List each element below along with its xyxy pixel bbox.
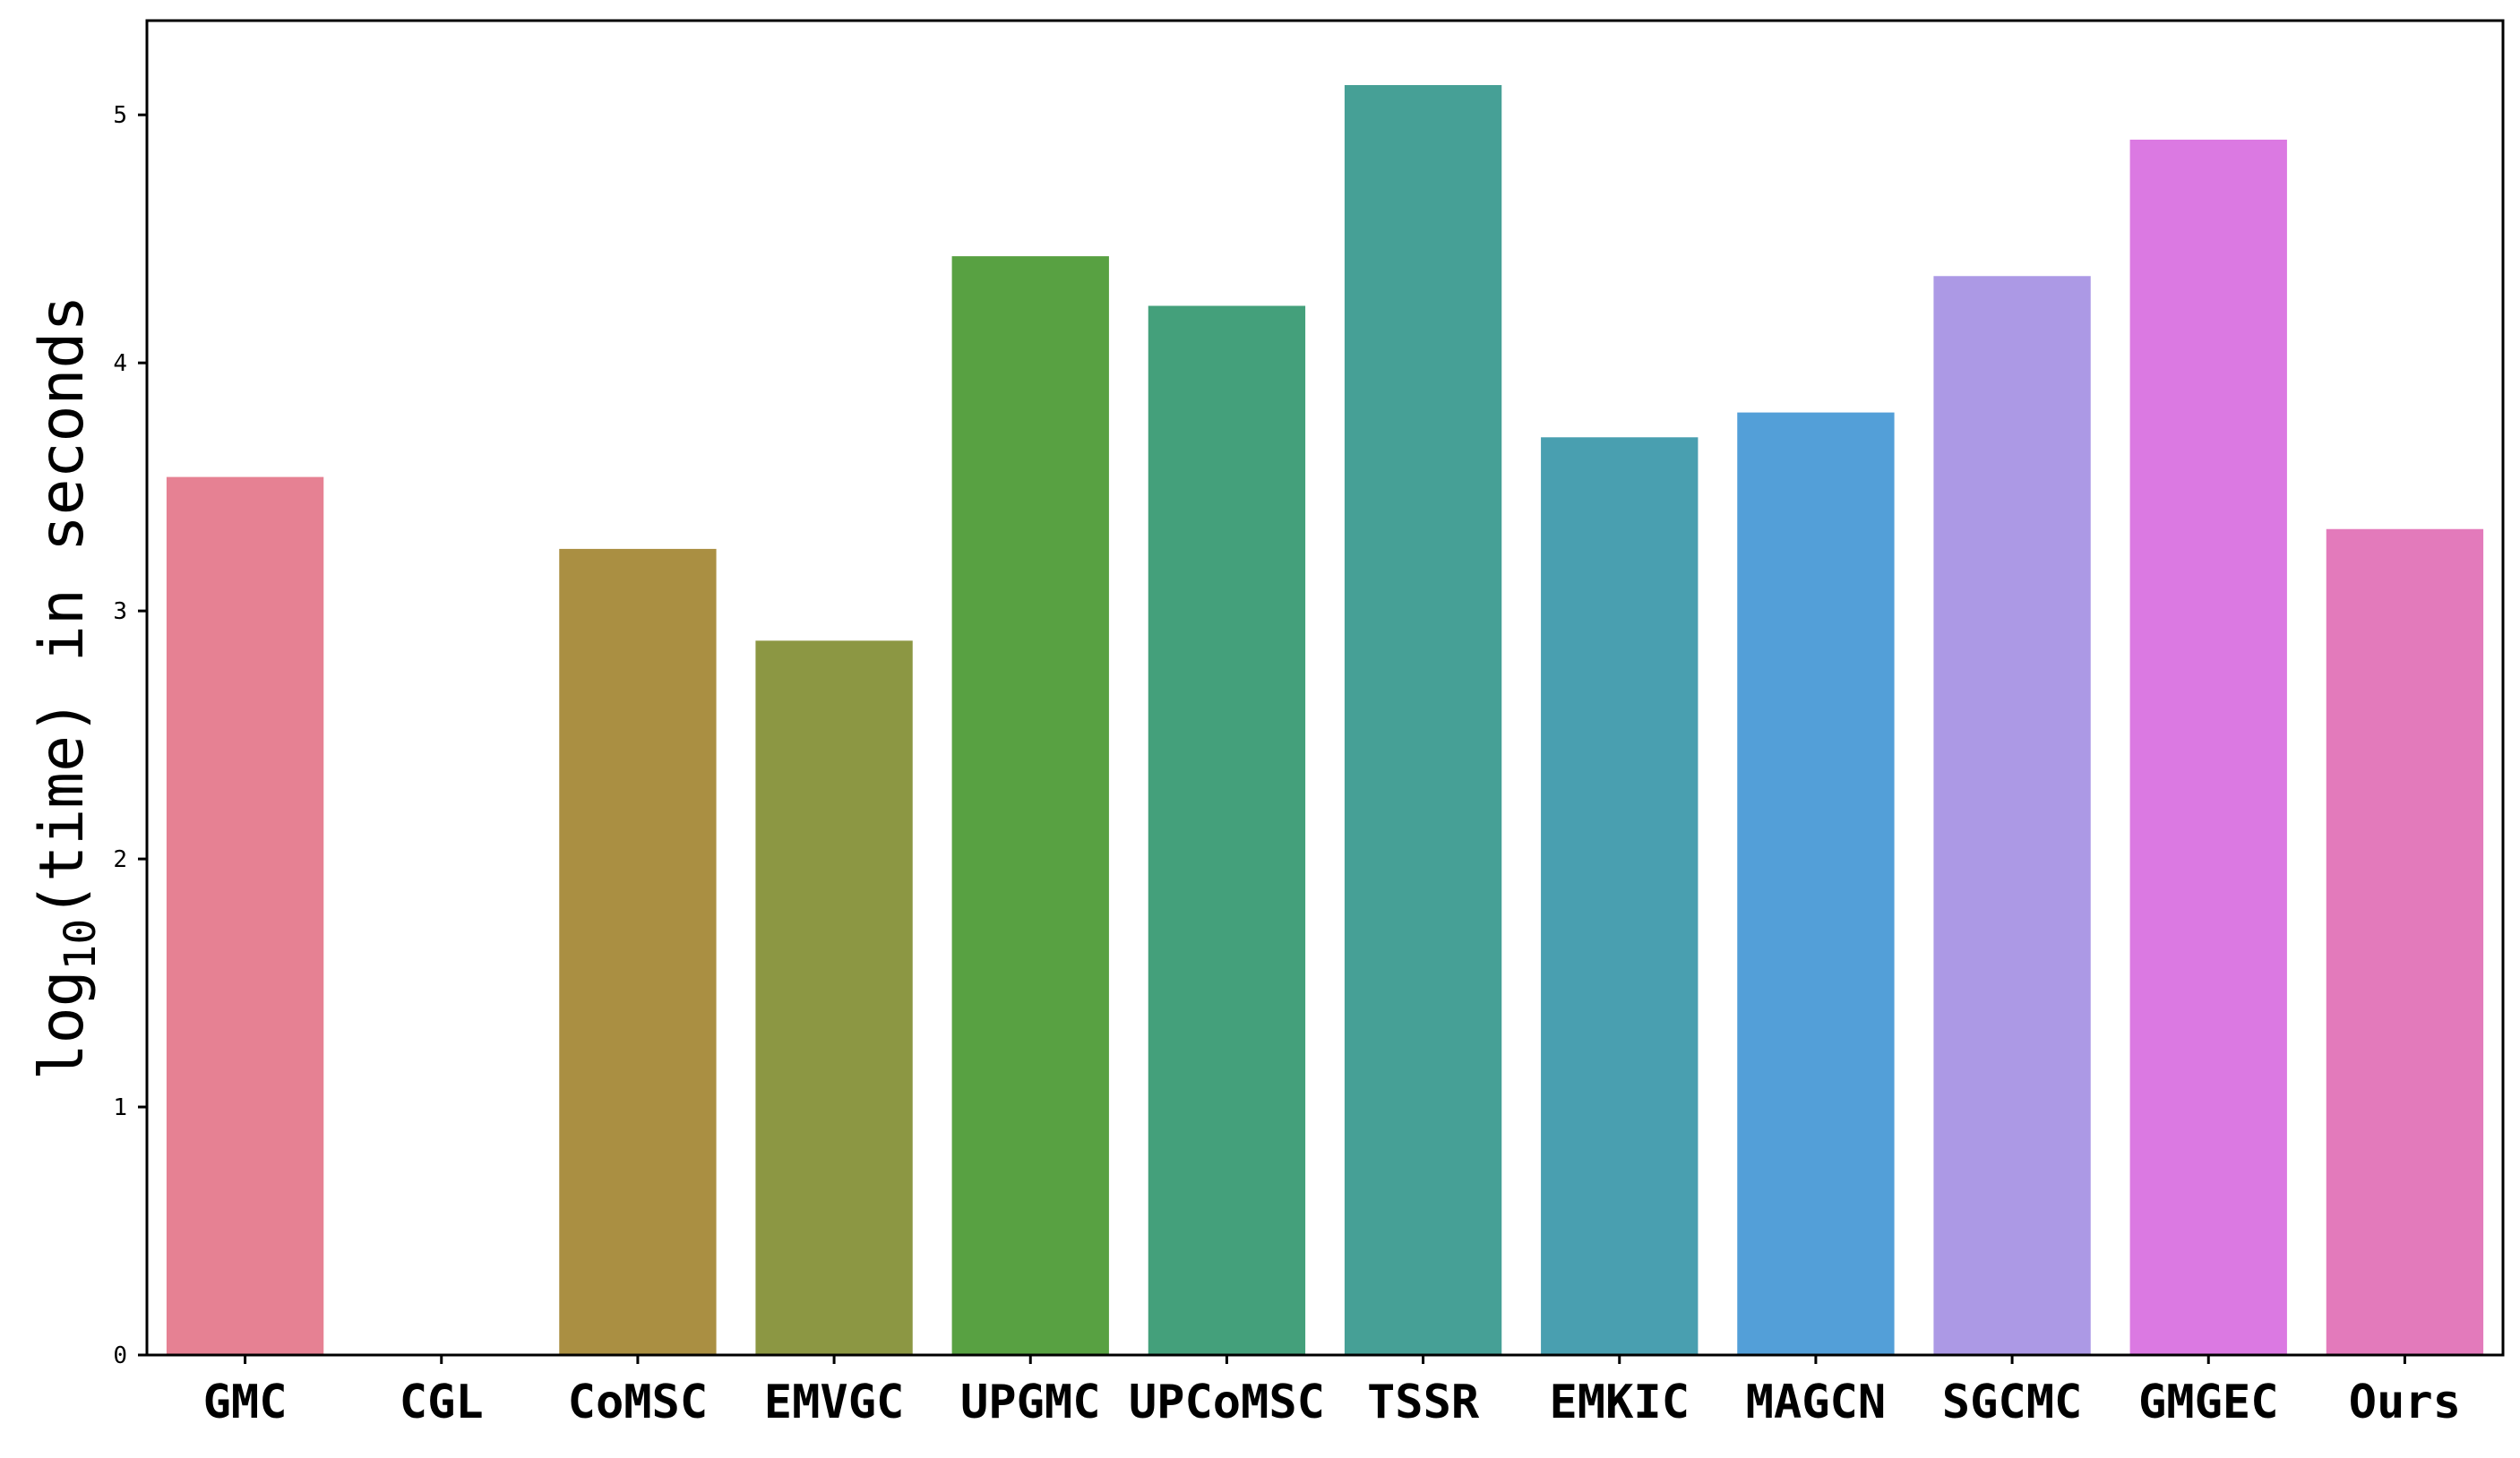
bars-group <box>166 85 2484 1356</box>
plot-frame <box>145 19 2505 1357</box>
bar-upcomsc <box>1148 305 1306 1356</box>
y-axis-label: log10(time) in seconds <box>27 296 106 1081</box>
bar-sgcmc <box>1933 276 2091 1355</box>
y-label-subscript: 10 <box>56 919 106 971</box>
x-tick-label: Ours <box>2349 1376 2461 1429</box>
x-axis-ticks: GMC CGL CoMSC EMVGC UPGMC UPCoMSC TSSR EMKIC MAG… <box>203 1355 2461 1429</box>
x-tick-label: TSSR <box>1367 1376 1480 1429</box>
x-tick-label: EMKIC <box>1549 1376 1690 1429</box>
x-tick-label: GMGEC <box>2138 1376 2279 1429</box>
bar-tssr <box>1344 85 1502 1355</box>
y-tick-label: 2 <box>113 846 127 873</box>
bar-upgmc <box>951 256 1109 1355</box>
y-tick-label: 3 <box>113 598 127 625</box>
bar-emvgc <box>755 640 913 1355</box>
x-tick-label: EMVGC <box>764 1376 905 1429</box>
bar-gmgec <box>2129 139 2287 1356</box>
y-label-suffix: (time) in seconds <box>27 296 98 919</box>
y-tick-label: 4 <box>113 350 127 377</box>
x-tick-label: SGCMC <box>1942 1376 2083 1429</box>
x-tick-label: UPGMC <box>960 1376 1101 1429</box>
x-tick-label: CoMSC <box>568 1376 709 1429</box>
bar-gmc <box>166 476 324 1355</box>
x-tick-label: UPCoMSC <box>1129 1376 1325 1429</box>
y-tick-label: 1 <box>113 1094 127 1121</box>
x-tick-label: GMC <box>203 1376 288 1429</box>
y-axis-ticks: 0 1 2 3 4 5 <box>113 102 147 1369</box>
x-tick-label: MAGCN <box>1746 1376 1887 1429</box>
bar-ours <box>2326 528 2484 1355</box>
bar-comsc <box>559 548 717 1355</box>
bar-emkic <box>1541 437 1699 1355</box>
y-label-prefix: log <box>27 970 98 1080</box>
bar-magcn <box>1737 412 1895 1356</box>
y-tick-label: 5 <box>113 102 127 129</box>
x-tick-label: CGL <box>400 1376 484 1429</box>
y-tick-label: 0 <box>113 1342 127 1369</box>
